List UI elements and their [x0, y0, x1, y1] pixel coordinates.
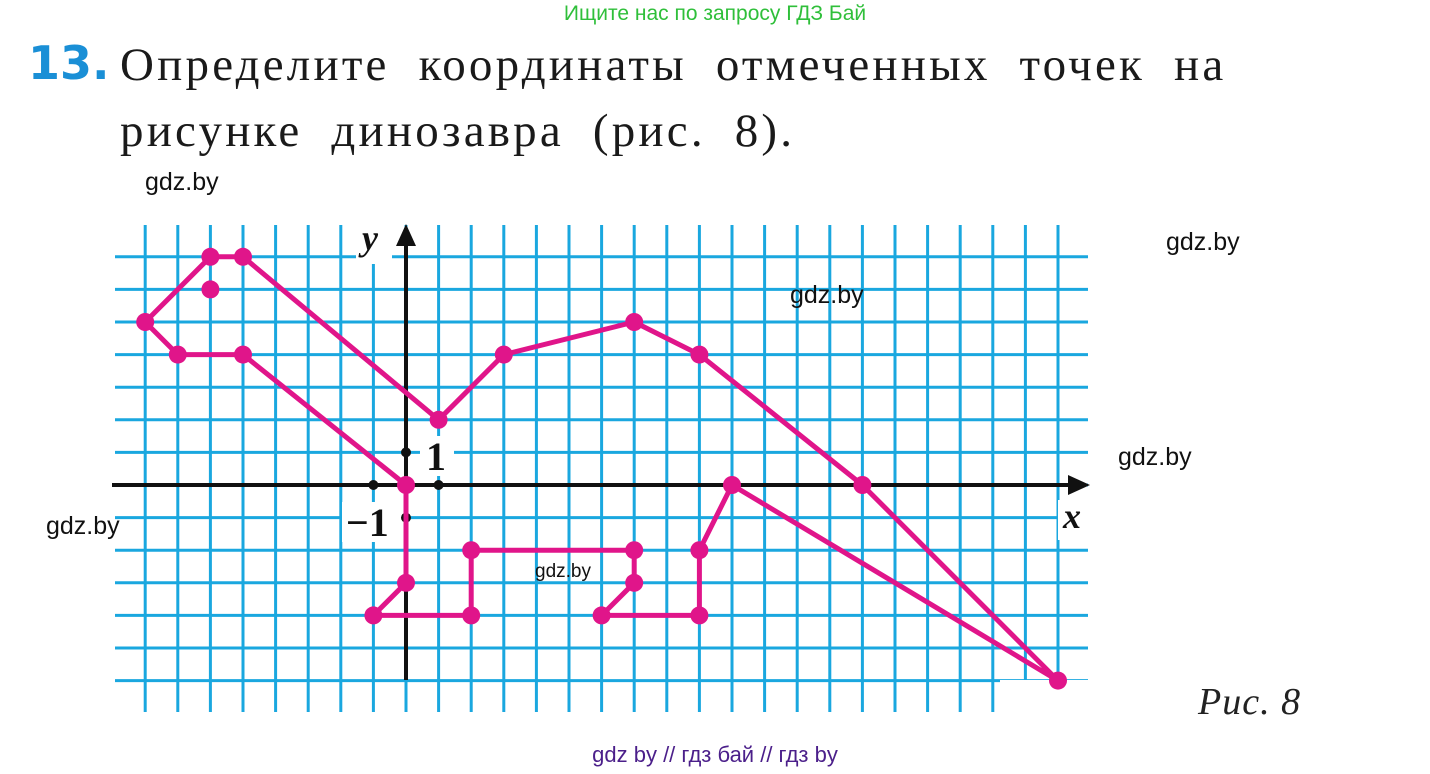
axis-unit-dot	[401, 447, 411, 458]
axis-unit-dot	[433, 480, 444, 490]
footer-note: gdz by // гдз бай // гдз by	[592, 742, 838, 767]
axes	[112, 224, 1090, 680]
grid	[115, 225, 1088, 712]
search-hint: Ищите нас по запросу ГДЗ Бай	[563, 2, 867, 25]
marked-point	[364, 606, 383, 625]
y-axis-arrow-icon	[396, 224, 416, 246]
marked-point	[592, 606, 611, 625]
marked-point	[168, 345, 187, 364]
x-axis-label: x	[1062, 496, 1081, 536]
tick-label-1: 1	[426, 434, 446, 479]
watermark: gdz.by	[1118, 443, 1192, 471]
marked-point	[625, 313, 644, 331]
exercise-text-line1: Определите координаты отмеченных точек н…	[120, 39, 1227, 91]
figure-caption: Рис. 8	[1198, 681, 1302, 723]
marked-point	[234, 345, 252, 364]
watermark: gdz.by	[1166, 228, 1240, 256]
watermark: gdz.by	[46, 512, 120, 540]
marked-point	[723, 476, 741, 494]
marked-point	[494, 345, 513, 364]
marked-point	[690, 345, 709, 364]
dinosaur-outline	[136, 247, 1067, 690]
marked-point	[201, 247, 220, 266]
eye-point	[201, 280, 220, 299]
marked-point	[462, 606, 481, 625]
marked-point	[690, 541, 709, 560]
marked-point	[853, 476, 872, 494]
marked-point	[429, 410, 448, 429]
marked-point	[234, 247, 252, 266]
marked-point	[1049, 671, 1067, 690]
tick-label-minus1: −1	[346, 500, 389, 545]
marked-point	[462, 541, 481, 560]
y-axis-label: y	[358, 218, 379, 258]
marked-point	[397, 573, 415, 592]
marked-point	[397, 476, 415, 494]
exercise-text-line2: рисунке динозавра (рис. 8).	[120, 105, 796, 157]
marked-point	[625, 541, 644, 560]
marked-point	[625, 573, 644, 592]
marked-point	[690, 606, 709, 625]
exercise-number: 13.	[28, 36, 110, 90]
watermark: gdz.by	[790, 281, 864, 309]
watermark: gdz.by	[145, 168, 219, 196]
x-axis-arrow-icon	[1068, 475, 1090, 495]
axis-unit-dot	[368, 480, 379, 490]
watermark: gdz.by	[535, 561, 591, 582]
marked-point	[136, 313, 155, 331]
